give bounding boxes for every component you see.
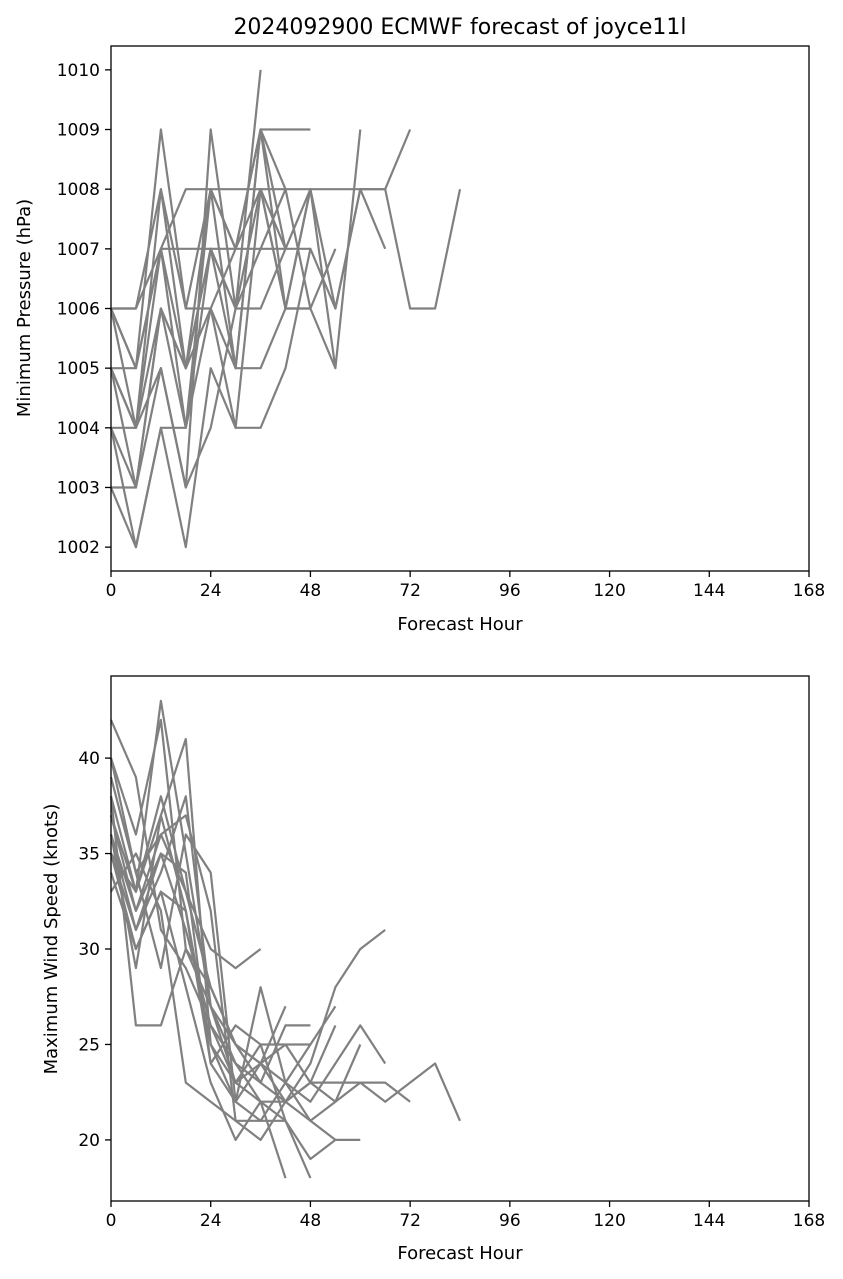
pressure-x-tick-label: 0 <box>106 581 117 601</box>
wind-y-tick-label: 30 <box>78 940 100 960</box>
pressure-y-tick-label: 1002 <box>57 538 100 558</box>
pressure-y-tick-label: 1005 <box>57 359 100 379</box>
wind-plot-frame <box>110 675 810 1202</box>
pressure-series-group <box>109 69 462 549</box>
wind-series-line-8 <box>109 814 312 1179</box>
wind-series-line-13 <box>109 795 287 1084</box>
pressure-series-line-10 <box>109 188 287 489</box>
wind-x-tick-label: 168 <box>793 1211 825 1231</box>
pressure-y-tick-label: 1008 <box>57 180 100 200</box>
pressure-y-tick-label: 1003 <box>57 478 100 498</box>
pressure-y-axis-label: Minimum Pressure (hPa) <box>14 199 35 417</box>
wind-x-axis-ticks: 0 24 48 72 96 120 144 168 <box>106 1201 825 1231</box>
wind-y-tick-label: 40 <box>78 749 100 769</box>
wind-series-line-4 <box>109 796 387 1103</box>
pressure-y-tick-label: 1010 <box>57 61 100 81</box>
wind-x-tick-label: 144 <box>693 1211 725 1231</box>
wind-x-axis-label: Forecast Hour <box>397 1243 523 1264</box>
pressure-x-tick-label: 120 <box>593 581 625 601</box>
pressure-x-tick-label: 48 <box>300 581 322 601</box>
wind-y-axis-label: Maximum Wind Speed (knots) <box>41 804 62 1075</box>
chart-title: 2024092900 ECMWF forecast of joyce11l <box>233 15 686 40</box>
wind-y-tick-label: 20 <box>78 1131 100 1151</box>
wind-series-group <box>109 699 462 1179</box>
wind-series-line-2 <box>109 719 386 1103</box>
pressure-x-axis-label: Forecast Hour <box>397 614 523 635</box>
wind-y-axis-ticks: 20 25 30 35 40 <box>78 749 111 1151</box>
wind-x-tick-label: 96 <box>499 1211 521 1231</box>
wind-x-tick-label: 48 <box>300 1211 322 1231</box>
wind-series-line-15 <box>109 757 311 1084</box>
wind-y-tick-label: 25 <box>78 1035 100 1055</box>
pressure-series-line-13 <box>109 188 312 370</box>
pressure-x-tick-label: 144 <box>693 581 725 601</box>
pressure-x-axis-ticks: 0 24 48 72 96 120 144 168 <box>106 571 825 601</box>
pressure-series-line-11 <box>109 307 311 549</box>
wind-x-tick-label: 0 <box>106 1211 117 1231</box>
wind-panel: 0 24 48 72 96 120 144 168 20 25 30 35 40 Forecast H… <box>41 675 825 1264</box>
wind-x-tick-label: 120 <box>593 1211 625 1231</box>
wind-x-tick-label: 24 <box>200 1211 222 1231</box>
pressure-y-tick-label: 1006 <box>57 300 100 320</box>
pressure-plot-frame <box>110 45 810 572</box>
wind-series-line-16 <box>109 853 287 1122</box>
pressure-panel: 2024092900 ECMWF forecast of joyce11l 0 2… <box>14 15 825 635</box>
pressure-x-tick-label: 96 <box>499 581 521 601</box>
pressure-y-tick-label: 1009 <box>57 121 100 141</box>
pressure-y-tick-label: 1007 <box>57 240 100 260</box>
wind-x-tick-label: 72 <box>399 1211 421 1231</box>
pressure-x-tick-label: 72 <box>399 581 421 601</box>
pressure-y-tick-label: 1004 <box>57 419 100 439</box>
pressure-y-axis-ticks: 1002 1003 1004 1005 1006 1007 1008 1009 1010 <box>57 61 111 558</box>
wind-y-tick-label: 35 <box>78 845 100 865</box>
pressure-x-tick-label: 168 <box>793 581 825 601</box>
pressure-series-line-14 <box>111 128 287 489</box>
wind-series-line-1 <box>109 699 462 1122</box>
pressure-x-tick-label: 24 <box>200 581 222 601</box>
wind-series-line-14 <box>110 852 362 1142</box>
wind-series-line-7 <box>109 852 337 1103</box>
